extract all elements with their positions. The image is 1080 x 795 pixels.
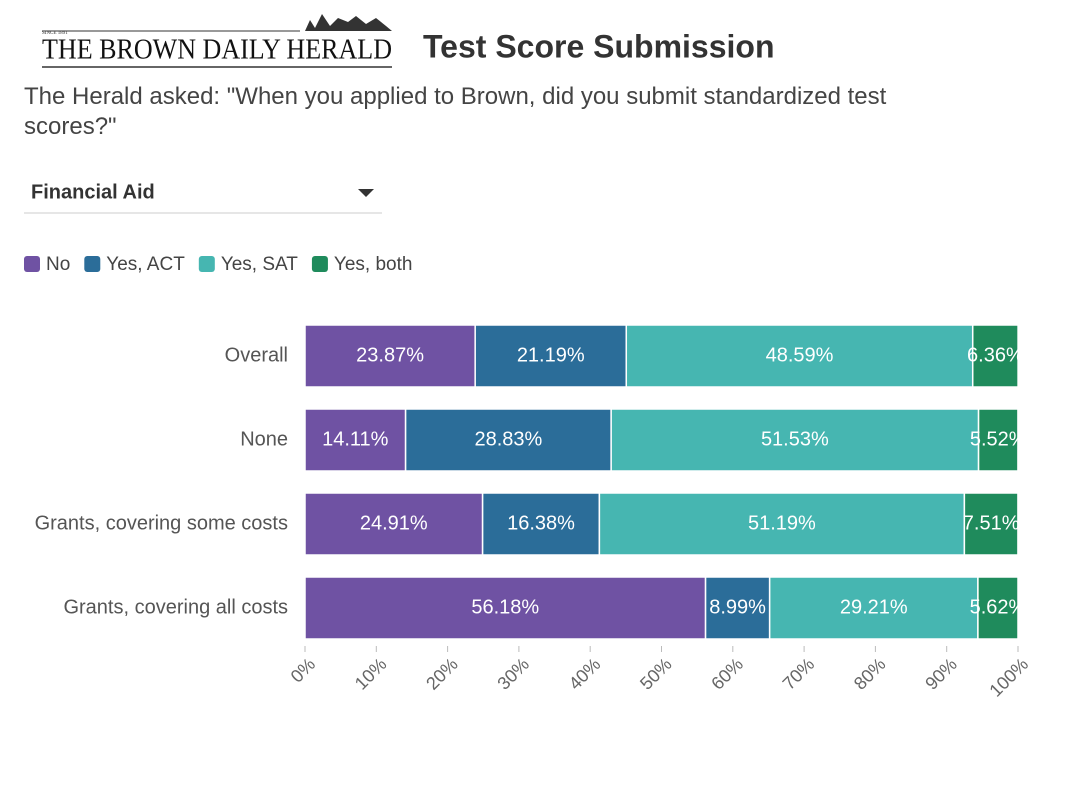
bar-segment bbox=[304, 576, 707, 640]
bar-segment bbox=[304, 492, 484, 556]
x-tick-label: 30% bbox=[493, 654, 533, 694]
x-tick-label: 40% bbox=[565, 654, 605, 694]
value-label: 16.38% bbox=[507, 512, 575, 534]
legend-swatch bbox=[198, 256, 215, 272]
value-label: 23.87% bbox=[356, 344, 424, 366]
x-tick-label: 0% bbox=[287, 654, 320, 687]
x-tick-label: 60% bbox=[707, 654, 747, 694]
logo-since: SINCE 1891 bbox=[42, 31, 68, 36]
chart-subtitle: The Herald asked: "When you applied to B… bbox=[24, 83, 887, 140]
value-label: 8.99% bbox=[709, 596, 766, 618]
value-label: 51.19% bbox=[748, 512, 816, 534]
bar-segment bbox=[768, 576, 979, 640]
value-label: 29.21% bbox=[840, 596, 908, 618]
bar-segment bbox=[610, 408, 980, 472]
bar-segment bbox=[304, 408, 407, 472]
dropdown-arrow[interactable] bbox=[358, 189, 374, 197]
dropdown-label[interactable]: Financial Aid bbox=[31, 181, 155, 203]
legend-label: No bbox=[46, 254, 70, 275]
bar-segment bbox=[971, 324, 1019, 388]
value-label: 28.83% bbox=[474, 428, 542, 450]
x-tick-label: 20% bbox=[422, 654, 462, 694]
category-label: Grants, covering all costs bbox=[63, 596, 288, 618]
bar-segment bbox=[963, 492, 1019, 556]
category-label: Overall bbox=[225, 344, 288, 366]
bar-segment bbox=[977, 408, 1019, 472]
value-label: 21.19% bbox=[517, 344, 585, 366]
bar-segment bbox=[977, 576, 1019, 640]
value-label: 7.51% bbox=[963, 512, 1020, 534]
bar-segment bbox=[625, 324, 974, 388]
category-label: None bbox=[240, 428, 288, 450]
x-tick-label: 80% bbox=[850, 654, 890, 694]
category-label: Grants, covering some costs bbox=[35, 512, 288, 534]
subtitle-box: The Herald asked: "When you applied to B… bbox=[24, 83, 887, 140]
bar-segment bbox=[304, 324, 476, 388]
value-label: 5.62% bbox=[970, 596, 1027, 618]
bar-segment bbox=[598, 492, 966, 556]
value-label: 6.36% bbox=[967, 344, 1024, 366]
chart-title: Test Score Submission bbox=[423, 28, 775, 64]
legend-swatch bbox=[84, 256, 101, 272]
value-label: 24.91% bbox=[360, 512, 428, 534]
value-label: 56.18% bbox=[471, 596, 539, 618]
value-label: 14.11% bbox=[322, 428, 389, 450]
x-tick-label: 10% bbox=[351, 654, 391, 694]
legend-label: Yes, ACT bbox=[106, 254, 185, 275]
legend-label: Yes, SAT bbox=[221, 254, 298, 275]
legend-swatch bbox=[311, 256, 328, 272]
x-tick-label: 50% bbox=[636, 654, 676, 694]
x-tick-label: 90% bbox=[921, 654, 961, 694]
legend-swatch bbox=[24, 256, 40, 272]
logo-skyline bbox=[305, 14, 392, 31]
x-tick-label: 70% bbox=[779, 654, 819, 694]
logo: THE BROWN DAILY HERALD bbox=[42, 34, 392, 66]
bar-segment bbox=[404, 408, 612, 472]
value-label: 48.59% bbox=[766, 344, 834, 366]
value-label: 51.53% bbox=[761, 428, 829, 450]
x-tick-label: 100% bbox=[985, 654, 1032, 701]
value-label: 5.52% bbox=[970, 428, 1027, 450]
legend-label: Yes, both bbox=[334, 254, 413, 275]
